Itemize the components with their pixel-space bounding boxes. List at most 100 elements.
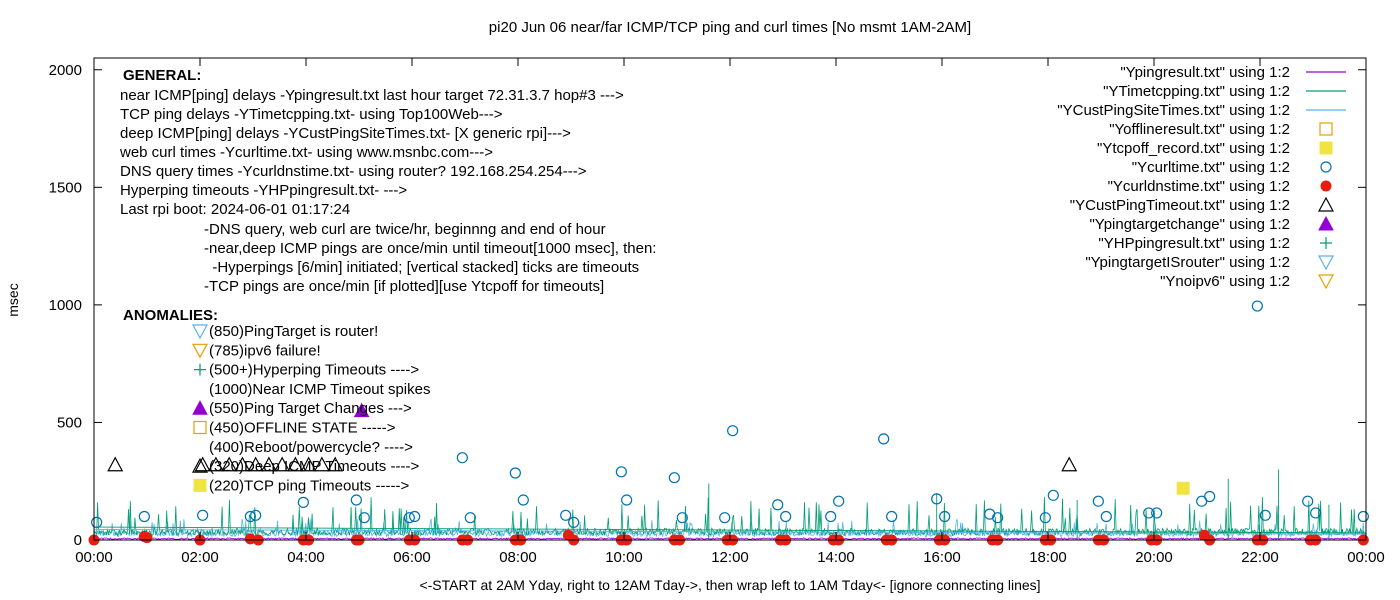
anomaly-label: (550)Ping Target Changes ---> xyxy=(209,400,412,417)
deep-timeout-point xyxy=(234,456,251,472)
ping-target-change-point xyxy=(353,402,370,418)
curl-time-point xyxy=(197,509,209,521)
legend-label: "YpingtargetISrouter" using 1:2 xyxy=(1085,254,1290,271)
deep-timeout-point xyxy=(287,456,304,472)
curl-time-point xyxy=(772,499,784,511)
y-tick-label: 2000 xyxy=(49,62,82,79)
curl-time-point xyxy=(668,472,680,484)
legend-swatch xyxy=(1317,196,1335,212)
legend-label: "YTimetcpping.txt" using 1:2 xyxy=(1103,83,1290,100)
anomaly-label: (220)TCP ping Timeouts -----> xyxy=(209,477,409,494)
curl-time-point xyxy=(1259,509,1271,521)
legend-label: "Ycurltime.txt" using 1:2 xyxy=(1132,159,1290,176)
curl-time-point xyxy=(464,512,476,524)
curl-time-point xyxy=(560,509,572,521)
curl-time-point xyxy=(517,494,529,506)
deep-timeout-point xyxy=(274,456,291,472)
curl-time-point xyxy=(297,496,309,508)
deep-timeout-point xyxy=(260,456,277,472)
tcp-connecting-line xyxy=(93,526,1367,534)
general-line: DNS query times -Ycurldnstime.txt- using… xyxy=(120,163,587,180)
deep-timeout-point xyxy=(107,456,124,472)
curl-time-point xyxy=(1151,507,1163,519)
deep-timeout-point xyxy=(207,456,224,472)
anomaly-label: (1000)Near ICMP Timeout spikes xyxy=(209,381,430,398)
anomaly-marker xyxy=(194,363,206,376)
deep-timeout-point xyxy=(247,456,264,472)
curl-time-point xyxy=(1100,510,1112,523)
x-tick-label: 12:00 xyxy=(711,549,749,566)
legend-label: "Ytcpoff_record.txt" using 1:2 xyxy=(1097,140,1290,157)
anomaly-list: (850)PingTarget is router! (785)ipv6 fail… xyxy=(191,323,430,494)
general-note: -Hyperpings [6/min] initiated; [vertical… xyxy=(204,259,639,276)
anomaly-marker xyxy=(191,343,209,359)
anomaly-marker xyxy=(191,324,209,340)
curl-time-point xyxy=(833,495,845,507)
legend-label: "YCustPingSiteTimes.txt" using 1:2 xyxy=(1057,102,1290,119)
x-tick-label: 00:00 xyxy=(75,549,113,566)
general-line: deep ICMP[ping] delays -YCustPingSiteTim… xyxy=(120,125,571,142)
general-note: -near,deep ICMP pings are once/min until… xyxy=(204,240,656,257)
deep-timeout-point xyxy=(313,456,330,472)
anomaly-label: (500+)Hyperping Timeouts ----> xyxy=(209,362,419,379)
deep-timeout-point xyxy=(194,456,211,472)
x-tick-label: 22:00 xyxy=(1241,549,1279,566)
general-note: -DNS query, web curl are twice/hr, begin… xyxy=(204,221,606,238)
legend-label: "Ycurldnstime.txt" using 1:2 xyxy=(1108,178,1290,195)
general-notes: GENERAL: near ICMP[ping] delays -Ypingre… xyxy=(119,67,656,324)
curl-time-point xyxy=(1310,507,1322,519)
anomaly-label: (400)Reboot/powercycle? ----> xyxy=(209,439,413,456)
legend-label: "Ypingtargetchange" using 1:2 xyxy=(1089,216,1290,233)
curl-time-point xyxy=(1047,489,1059,501)
curl-time-point xyxy=(825,510,837,523)
legend-swatch xyxy=(1319,122,1333,136)
curl-time-point xyxy=(676,512,688,524)
curl-time-point xyxy=(138,510,150,523)
legend-label: "YHPpingresult.txt" using 1:2 xyxy=(1098,235,1290,252)
curl-time-point xyxy=(1143,507,1155,519)
tcp-timeout-point xyxy=(1176,481,1190,495)
anomaly-label: (450)OFFLINE STATE -----> xyxy=(209,420,396,437)
x-tick-label: 20:00 xyxy=(1135,549,1173,566)
curl-time-point xyxy=(456,452,468,464)
curl-time-point xyxy=(780,510,792,523)
x-tick-label: 18:00 xyxy=(1029,549,1067,566)
curl-time-point xyxy=(358,512,370,524)
y-tick-label: 1500 xyxy=(49,179,82,196)
x-tick-label: 06:00 xyxy=(393,549,431,566)
deep-timeout-point xyxy=(221,456,238,472)
curl-time-point xyxy=(250,509,262,521)
anomaly-marker xyxy=(191,457,209,473)
y-axis-label: msec xyxy=(5,283,21,316)
chart-title: pi20 Jun 06 near/far ICMP/TCP ping and c… xyxy=(489,19,971,36)
curl-time-point xyxy=(939,510,951,523)
deep-timeout-point xyxy=(300,456,317,472)
curl-time-point xyxy=(409,510,421,523)
curl-time-point xyxy=(931,493,943,505)
curl-time-point xyxy=(509,467,521,479)
legend-swatch xyxy=(1320,180,1332,192)
dns-time-point xyxy=(141,532,153,544)
anomaly-label: (785)ipv6 failure! xyxy=(209,342,321,359)
general-line: Last rpi boot: 2024-06-01 01:17:24 xyxy=(120,201,350,218)
curl-time-point xyxy=(878,433,890,445)
legend-label: "Ynoipv6" using 1:2 xyxy=(1160,273,1290,290)
curl-time-point xyxy=(1251,300,1263,312)
general-heading: GENERAL: xyxy=(123,67,201,84)
anomaly-marker xyxy=(192,400,208,415)
anomaly-marker xyxy=(193,420,207,435)
legend-swatch xyxy=(1317,255,1335,271)
curl-time-point xyxy=(568,516,580,528)
curl-time-point xyxy=(615,466,627,478)
curl-time-point xyxy=(1357,510,1369,523)
curl-time-point xyxy=(1092,495,1104,507)
anomaly-marker xyxy=(193,478,207,492)
legend-swatch xyxy=(1320,237,1332,249)
curl-time-point xyxy=(992,512,1004,524)
curl-time-point xyxy=(886,510,898,523)
x-axis-label: <-START at 2AM Yday, right to 12AM Tday-… xyxy=(419,577,1040,593)
legend-swatch xyxy=(1319,141,1333,155)
curl-time-point xyxy=(1204,490,1216,503)
x-tick-label: 10:00 xyxy=(605,549,643,566)
